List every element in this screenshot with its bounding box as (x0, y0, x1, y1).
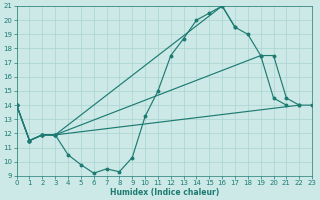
X-axis label: Humidex (Indice chaleur): Humidex (Indice chaleur) (110, 188, 219, 197)
